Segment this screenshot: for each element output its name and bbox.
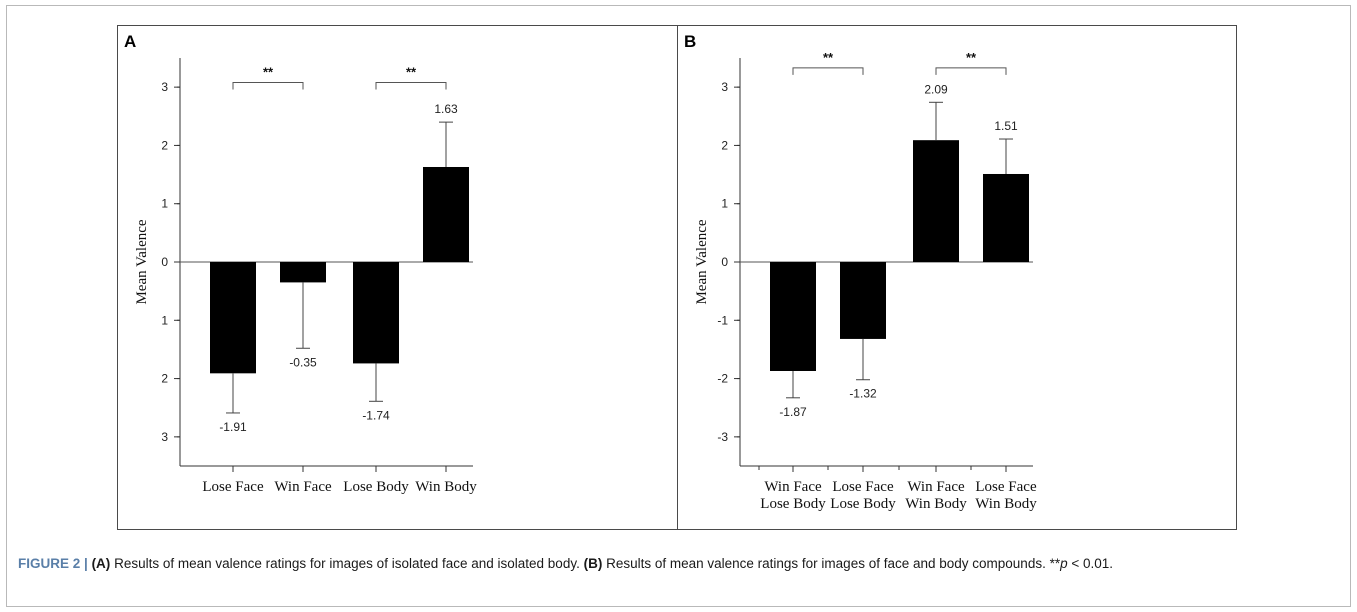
panel-b-significance-bracket <box>935 67 1007 75</box>
panel-a-value-label: -0.35 <box>289 355 317 369</box>
panels-divider <box>677 25 678 530</box>
caption-part-a-text: Results of mean valence ratings for imag… <box>110 556 584 571</box>
panel-a-y-tick-label: 1 <box>161 313 168 327</box>
panel-b-bar <box>770 262 816 371</box>
panel-a-significance-bracket <box>375 81 447 90</box>
panel-a-significance-marker: ** <box>263 64 274 79</box>
panel-a-y-tick-label: 2 <box>161 138 168 152</box>
panel-b-y-tick-label: 0 <box>721 255 728 269</box>
panel-b-significance-marker: ** <box>966 50 977 65</box>
panel-b-y-tick-label: -3 <box>717 430 728 444</box>
panel-a-category-label: Lose Face <box>202 479 264 495</box>
panel-b-value-label: -1.32 <box>849 387 877 401</box>
panel-a-y-tick-label: 3 <box>161 80 168 94</box>
panel-b-category-label: Lose Body <box>760 496 826 512</box>
panel-b-y-tick-label: 2 <box>721 138 728 152</box>
panel-a-bar <box>210 262 256 374</box>
panel-b-value-label: -1.87 <box>779 405 807 419</box>
panel-a-value-label: -1.91 <box>219 420 247 434</box>
panel-b-value-label: 2.09 <box>924 82 948 96</box>
panel-a-y-tick-label: 2 <box>161 372 168 386</box>
panel-a-bar <box>423 166 469 262</box>
panel-b-category-label: Win Body <box>975 496 1037 512</box>
panel-a-significance-marker: ** <box>406 64 417 79</box>
panel-b-category-label: Lose Body <box>830 496 896 512</box>
panel-a-y-tick-label: 0 <box>161 255 168 269</box>
caption-part-b-tag: (B) <box>583 556 603 571</box>
panel-b-y-tick-label: -2 <box>717 372 728 386</box>
panel-a-letter: A <box>124 32 136 51</box>
panel-a-category-label: Win Face <box>274 479 332 495</box>
panel-a-value-label: 1.63 <box>434 102 458 116</box>
panel-b-bar <box>913 140 959 262</box>
panel-a-category-label: Win Body <box>415 479 477 495</box>
panel-b-significance-bracket <box>792 67 864 75</box>
caption-figure-label: FIGURE 2 | <box>18 556 88 571</box>
caption-part-a-tag: (A) <box>91 556 111 571</box>
caption-p-text: < 0.01. <box>1067 556 1114 571</box>
panel-b-category-label: Win Body <box>905 496 967 512</box>
panel-a-bar <box>280 262 326 283</box>
panel-b-y-tick-label: -1 <box>717 313 728 327</box>
panel-a-y-axis-label: Mean Valence <box>134 219 150 304</box>
panel-a-y-tick-label: 3 <box>161 430 168 444</box>
panel-a-chart: A 3 2 1 0 1 2 3 -1.91 Lose Face -0.35 Win Face -1.74… <box>124 32 477 495</box>
panel-b-y-tick-label: 1 <box>721 197 728 211</box>
figure-caption: FIGURE 2 | (A) Results of mean valence r… <box>18 553 1338 575</box>
panel-b-value-label: 1.51 <box>994 119 1018 133</box>
panel-a-bar <box>353 262 399 364</box>
caption-p-symbol: p <box>1060 556 1068 571</box>
panel-b-category-label: Lose Face <box>832 479 894 495</box>
panel-b-category-label: Lose Face <box>975 479 1037 495</box>
panel-a-significance-bracket <box>232 81 304 90</box>
panel-b-y-tick-label: 3 <box>721 80 728 94</box>
panel-b-category-label: Win Face <box>907 479 965 495</box>
panel-b-category-label: Win Face <box>764 479 822 495</box>
caption-part-b-text: Results of mean valence ratings for imag… <box>602 556 1061 571</box>
panel-b-bar <box>983 173 1029 262</box>
panel-a-y-tick-label: 1 <box>161 197 168 211</box>
panel-a-value-label: -1.74 <box>362 408 390 422</box>
panel-b-y-axis-label: Mean Valence <box>694 219 710 304</box>
panel-b-bar <box>840 262 886 339</box>
panel-a-category-label: Lose Body <box>343 479 409 495</box>
panel-b-significance-marker: ** <box>823 50 834 65</box>
figure-container <box>6 5 1351 607</box>
panel-b-letter: B <box>684 32 696 51</box>
